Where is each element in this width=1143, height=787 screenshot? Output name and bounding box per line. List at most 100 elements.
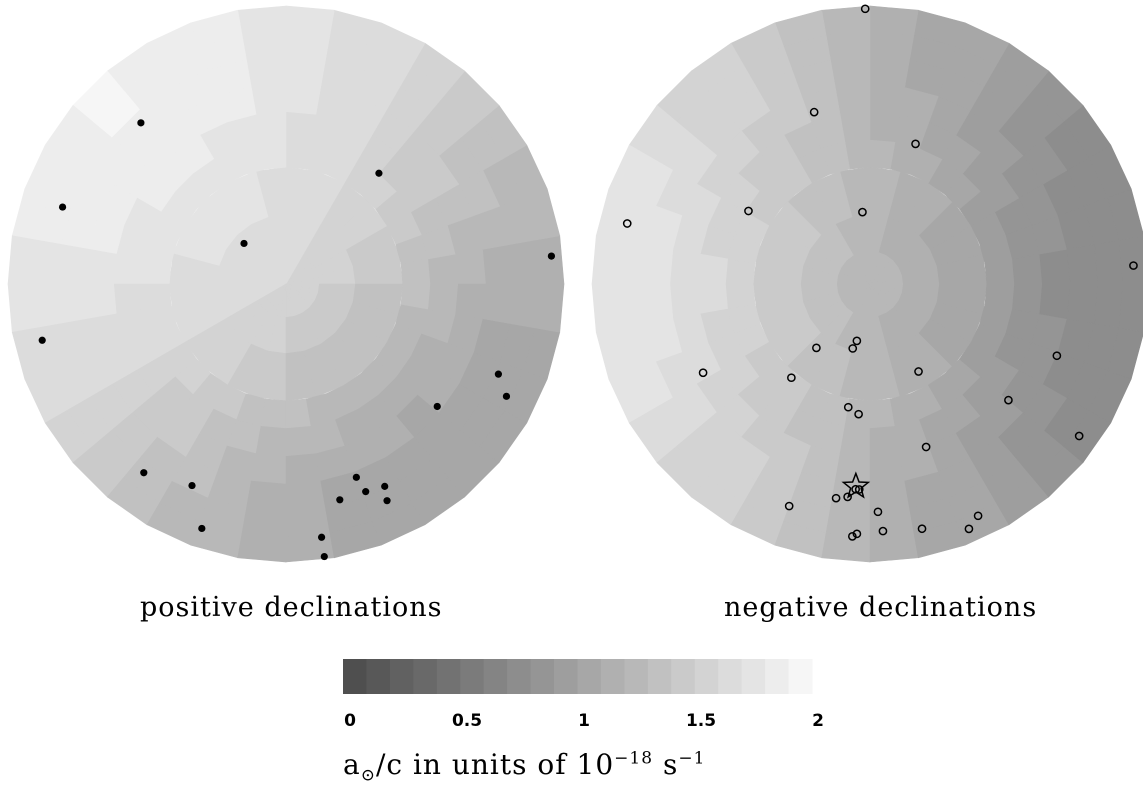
heatmap-cell bbox=[113, 253, 144, 285]
heatmap-cell bbox=[237, 532, 287, 563]
data-point bbox=[843, 402, 853, 412]
heatmap-cell bbox=[241, 508, 287, 538]
negative-declinations-label: negative declinations bbox=[724, 592, 1038, 623]
data-point bbox=[911, 139, 920, 149]
colorbar-swatch bbox=[343, 659, 368, 694]
heatmap-cell bbox=[725, 258, 756, 285]
data-point bbox=[848, 344, 858, 353]
colorbar-title-unit: s bbox=[653, 748, 679, 781]
heatmap-cell bbox=[869, 55, 910, 88]
heatmap-cell bbox=[1012, 283, 1043, 315]
heatmap-cell bbox=[1012, 253, 1043, 285]
heatmap-cell bbox=[869, 111, 901, 142]
colorbar-title-sub: ⊙ bbox=[360, 765, 376, 786]
heatmap-cell bbox=[285, 30, 331, 60]
data-point bbox=[854, 409, 863, 419]
heatmap-cell bbox=[241, 30, 287, 60]
colorbar-swatch bbox=[507, 659, 532, 694]
heatmap-cell bbox=[697, 253, 728, 285]
data-point bbox=[787, 373, 796, 383]
colorbar-swatch bbox=[389, 659, 414, 694]
heatmap-cell bbox=[285, 111, 317, 142]
heatmap-cell bbox=[641, 283, 674, 324]
data-point bbox=[852, 336, 862, 346]
colorbar-swatch bbox=[741, 659, 766, 694]
heatmap-cell bbox=[32, 283, 62, 329]
heatmap-cell bbox=[32, 239, 62, 285]
negative-declinations-plot bbox=[591, 4, 1143, 563]
data-point bbox=[38, 336, 46, 344]
heatmap-cell bbox=[113, 283, 144, 315]
data-point bbox=[352, 473, 360, 481]
colorbar-swatch bbox=[718, 659, 743, 694]
heatmap-cell bbox=[669, 283, 701, 320]
colorbar-swatch bbox=[788, 659, 813, 694]
data-point bbox=[812, 343, 821, 353]
data-point bbox=[860, 4, 870, 14]
heatmap-cell bbox=[1039, 283, 1071, 320]
heatmap-cell bbox=[641, 244, 674, 285]
data-point bbox=[852, 529, 862, 539]
heatmap-cell bbox=[1094, 239, 1124, 285]
heatmap-cell bbox=[7, 283, 38, 333]
heatmap-cell bbox=[591, 283, 622, 333]
heatmap-cell bbox=[936, 283, 988, 315]
positive-declinations-label: positive declinations bbox=[140, 592, 443, 623]
data-point bbox=[914, 367, 923, 376]
heatmap-cell bbox=[285, 55, 326, 88]
heatmap-cell bbox=[428, 283, 459, 315]
data-point bbox=[433, 402, 441, 411]
heatmap-cell bbox=[482, 283, 515, 324]
heatmap-cell bbox=[869, 83, 906, 115]
heatmap-cell bbox=[455, 283, 487, 320]
heatmap-cell bbox=[85, 248, 117, 285]
colorbar-swatch bbox=[413, 659, 438, 694]
heatmap-cell bbox=[1066, 283, 1099, 324]
colorbar-title-unit-exp: −1 bbox=[678, 748, 706, 769]
heatmap-cell bbox=[869, 532, 919, 563]
heatmap-cell bbox=[510, 239, 540, 285]
colorbar-swatch bbox=[366, 659, 391, 694]
heatmap-cell bbox=[246, 480, 287, 513]
heatmap-cell bbox=[250, 453, 287, 485]
data-point bbox=[336, 496, 344, 504]
data-point bbox=[547, 252, 556, 260]
heatmap-cell bbox=[246, 55, 287, 88]
colorbar-swatch bbox=[530, 659, 555, 694]
colorbar-swatch bbox=[460, 659, 485, 694]
colorbar-tick-0: 0 bbox=[344, 711, 356, 731]
heatmap-cell bbox=[825, 508, 871, 538]
data-point bbox=[831, 493, 841, 503]
heatmap-cell bbox=[869, 30, 915, 60]
data-point bbox=[698, 368, 708, 378]
heatmap-cell bbox=[534, 235, 565, 285]
heatmap-cell bbox=[237, 5, 287, 36]
colorbar-swatch bbox=[671, 659, 696, 694]
colorbar-tick-1: 1 bbox=[578, 711, 590, 731]
heatmap-cell bbox=[510, 283, 540, 329]
heatmap-cell bbox=[869, 453, 906, 485]
data-point bbox=[317, 533, 326, 541]
data-point bbox=[917, 524, 927, 534]
heatmap-cell bbox=[85, 283, 117, 320]
data-point bbox=[878, 526, 888, 536]
heatmap-cell bbox=[869, 480, 910, 513]
data-point bbox=[848, 532, 857, 541]
heatmap-cell bbox=[400, 283, 431, 310]
data-point bbox=[1052, 351, 1062, 361]
data-point bbox=[1074, 431, 1084, 441]
data-point bbox=[873, 507, 883, 517]
heatmap-cell bbox=[285, 5, 335, 36]
heatmap-cell bbox=[616, 239, 646, 285]
heatmap-cell bbox=[834, 453, 871, 485]
heatmap-cell bbox=[697, 283, 728, 315]
heatmap-cell bbox=[869, 508, 915, 538]
data-point bbox=[1004, 395, 1013, 405]
heatmap-cell bbox=[825, 30, 871, 60]
data-point bbox=[494, 370, 502, 378]
heatmap-cell bbox=[260, 398, 287, 429]
colorbar-title: a⊙/c in units of 10−18 s−1 bbox=[343, 748, 705, 786]
data-point bbox=[362, 488, 370, 496]
data-point bbox=[964, 524, 974, 534]
heatmap-cell bbox=[57, 244, 90, 285]
